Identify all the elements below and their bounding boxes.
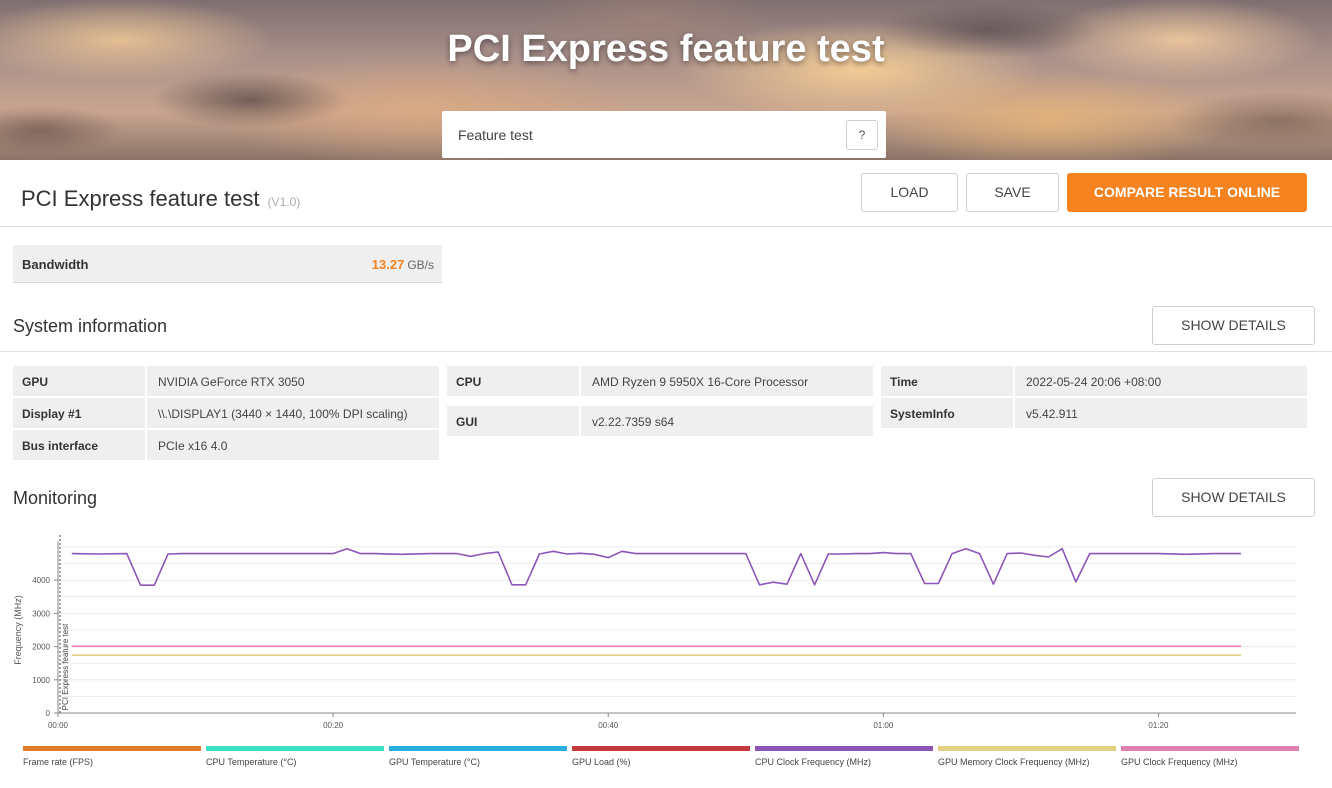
info-value: PCIe x16 4.0 — [158, 439, 228, 453]
y-axis-label: Frequency (MHz) — [13, 595, 23, 665]
monitoring-chart: 0 1000 2000 3000 4000 00:00 00:20 00:40 01:00 01:… — [13, 535, 1296, 730]
legend-item[interactable]: GPU Temperature (°C) — [389, 746, 567, 767]
legend-label: GPU Memory Clock Frequency (MHz) — [938, 757, 1090, 767]
bandwidth-label: Bandwidth — [22, 257, 89, 272]
help-button[interactable]: ? — [846, 120, 878, 150]
legend-swatch — [755, 746, 933, 751]
save-button[interactable]: SAVE — [966, 173, 1059, 212]
info-row-display: Display #1 \\.\DISPLAY1 (3440 × 1440, 10… — [13, 398, 439, 428]
legend-swatch — [389, 746, 567, 751]
test-tab[interactable]: Feature test ? — [442, 111, 886, 158]
legend-swatch — [206, 746, 384, 751]
info-row-cpu: CPU AMD Ryzen 9 5950X 16-Core Processor — [447, 366, 873, 396]
legend-label: Frame rate (FPS) — [23, 757, 94, 767]
bandwidth-unit: GB/s — [407, 258, 434, 272]
legend-item[interactable]: Frame rate (FPS) — [23, 746, 201, 767]
system-show-details-button[interactable]: SHOW DETAILS — [1152, 306, 1315, 345]
compare-result-online-button[interactable]: COMPARE RESULT ONLINE — [1067, 173, 1307, 212]
legend-swatch — [1121, 746, 1299, 751]
hero-title: PCI Express feature test — [447, 28, 885, 70]
monitoring-title: Monitoring — [13, 488, 98, 508]
system-information-title: System information — [13, 316, 168, 336]
result-version: (V1.0) — [267, 195, 301, 209]
legend-label: GPU Load (%) — [572, 757, 631, 767]
result-title: PCI Express feature test (V1.0) — [21, 186, 300, 212]
bandwidth-number: 13.27 — [371, 257, 405, 272]
info-key: Time — [881, 366, 1015, 396]
info-key: Display #1 — [13, 398, 147, 428]
hero-banner: PCI Express feature test Feature test ? — [0, 0, 1332, 160]
y-tick-label: 3000 — [32, 609, 50, 618]
info-value: 2022-05-24 20:06 +08:00 — [1026, 375, 1162, 389]
legend-label: GPU Temperature (°C) — [389, 757, 480, 767]
x-tick-label: 00:00 — [48, 721, 69, 730]
y-tick-label: 1000 — [32, 676, 50, 685]
x-tick-label: 00:20 — [323, 721, 344, 730]
legend-item[interactable]: GPU Clock Frequency (MHz) — [1121, 746, 1299, 767]
legend-item[interactable]: GPU Memory Clock Frequency (MHz) — [938, 746, 1116, 767]
legend-item[interactable]: CPU Temperature (°C) — [206, 746, 384, 767]
legend-label: CPU Temperature (°C) — [206, 757, 297, 767]
legend-label: CPU Clock Frequency (MHz) — [755, 757, 872, 767]
info-value: AMD Ryzen 9 5950X 16-Core Processor — [592, 375, 809, 389]
bandwidth-score-row: Bandwidth 13.27 GB/s — [13, 245, 442, 283]
x-tick-label: 00:40 — [598, 721, 619, 730]
legend-label: GPU Clock Frequency (MHz) — [1121, 757, 1238, 767]
bandwidth-value: 13.27 GB/s — [372, 257, 434, 272]
info-row-gpu: GPU NVIDIA GeForce RTX 3050 — [13, 366, 439, 396]
legend-swatch — [938, 746, 1116, 751]
legend-swatch — [572, 746, 750, 751]
info-key: CPU — [447, 366, 581, 396]
tab-label: Feature test — [458, 127, 533, 143]
y-tick-label: 4000 — [32, 576, 50, 585]
info-row-bus-interface: Bus interface PCIe x16 4.0 — [13, 430, 439, 460]
x-tick-label: 01:20 — [1148, 721, 1169, 730]
legend-item[interactable]: CPU Clock Frequency (MHz) — [755, 746, 933, 767]
divider — [0, 226, 1332, 227]
y-tick-label: 0 — [46, 709, 51, 718]
legend-swatch — [23, 746, 201, 751]
monitoring-show-details-button[interactable]: SHOW DETAILS — [1152, 478, 1315, 517]
info-row-systeminfo: SystemInfo v5.42.911 — [881, 398, 1307, 428]
x-tick-label: 01:00 — [873, 721, 894, 730]
info-key: Bus interface — [13, 430, 147, 460]
info-value: \\.\DISPLAY1 (3440 × 1440, 100% DPI scal… — [158, 407, 408, 421]
info-key: GPU — [13, 366, 147, 396]
divider — [0, 351, 1332, 352]
annotation-label: PCI Express feature test — [61, 623, 70, 710]
info-key: GUI — [447, 406, 581, 436]
series-line — [71, 547, 1241, 587]
info-row-gui: GUI v2.22.7359 s64 — [447, 406, 873, 436]
result-title-text: PCI Express feature test — [21, 186, 260, 211]
info-key: SystemInfo — [881, 398, 1015, 428]
info-value: v2.22.7359 s64 — [592, 415, 675, 429]
info-value: NVIDIA GeForce RTX 3050 — [158, 375, 305, 389]
legend-item[interactable]: GPU Load (%) — [572, 746, 750, 767]
info-row-time: Time 2022-05-24 20:06 +08:00 — [881, 366, 1307, 396]
info-value: v5.42.911 — [1026, 407, 1078, 421]
y-tick-label: 2000 — [32, 643, 50, 652]
load-button[interactable]: LOAD — [861, 173, 958, 212]
